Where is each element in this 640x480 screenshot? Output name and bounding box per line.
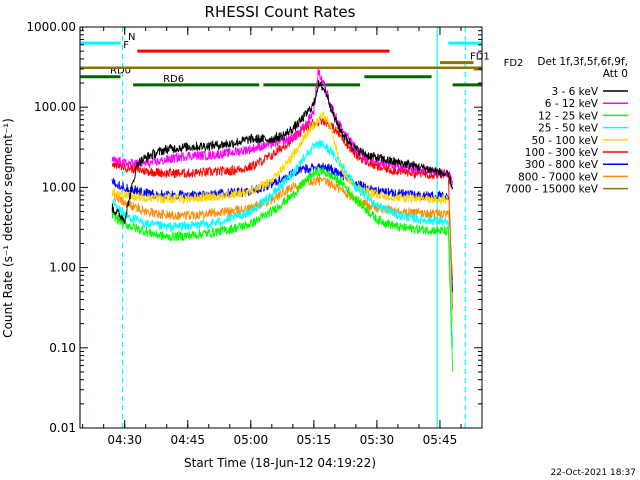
x-tick-label-3: 05:15 (297, 433, 332, 447)
legend-label-12-25-kev: 12 - 25 keV (538, 110, 599, 122)
series-line-3-6-kev (111, 79, 454, 225)
y-tick-label-4: 100.00 (34, 100, 76, 114)
legend-label-100-300-kev: 100 - 300 keV (525, 147, 599, 159)
state-label-rd6: RD6 (163, 74, 184, 85)
state-label-n: N (128, 32, 135, 43)
y-tick-label-1: 0.10 (49, 341, 76, 355)
y-tick-label-5: 1000.00 (26, 20, 76, 34)
y-tick-label-2: 1.00 (49, 261, 76, 275)
axes-layer: 0.01 0.10 1.00 10.00 100.00 1000.00 04:30 04:45… (26, 20, 483, 447)
x-tick-label-1: 04:45 (170, 433, 205, 447)
legend-label-800-7000-kev: 800 - 7000 keV (518, 171, 599, 183)
series-line-25-50-kev (111, 138, 454, 348)
footer-date: 22-Oct-2021 18:37 (551, 468, 636, 478)
state-label-rd0: RD0 (110, 66, 131, 77)
state-label-f: F (123, 40, 129, 51)
legend-label-7000-15000-kev: 7000 - 15000 keV (505, 184, 599, 196)
series-layer (80, 66, 482, 372)
series-line-50-100-kev (111, 110, 454, 324)
plot-frame (79, 26, 483, 429)
y-tick-label-3: 10.00 (42, 180, 76, 194)
legend-label-3-6-kev: 3 - 6 keV (551, 86, 598, 98)
chart-title: RHESSI Count Rates (205, 3, 356, 21)
x-tick-label-0: 04:30 (107, 433, 142, 447)
legend-label-50-100-kev: 50 - 100 keV (531, 135, 598, 147)
legend-header-1: Att 0 (603, 68, 628, 80)
state-label-fd1: FD1 (470, 52, 490, 63)
x-tick-label-5: 05:45 (423, 433, 458, 447)
legend-label-25-50-kev: 25 - 50 keV (538, 123, 599, 135)
series-line-100-300-kev (111, 116, 454, 310)
y-tick-label-0: 0.01 (49, 421, 76, 435)
state-label-fd2: FD2 (504, 58, 524, 69)
legend-label-6-12-kev: 6 - 12 keV (545, 98, 599, 110)
series-line-12-25-kev (111, 165, 454, 372)
y-axis-label: Count Rate (s⁻¹ detector segment⁻¹) (1, 118, 15, 338)
legend-header-0: Det 1f,3f,5f,6f,9f, (537, 56, 628, 68)
x-axis-label: Start Time (18-Jun-12 04:19:22) (184, 456, 376, 470)
annotations-layer: NF FD1 FD2 RD0 RD6 (79, 27, 524, 428)
legend-label-300-800-kev: 300 - 800 keV (525, 159, 599, 171)
x-tick-label-2: 05:00 (234, 433, 269, 447)
x-tick-label-4: 05:30 (360, 433, 395, 447)
